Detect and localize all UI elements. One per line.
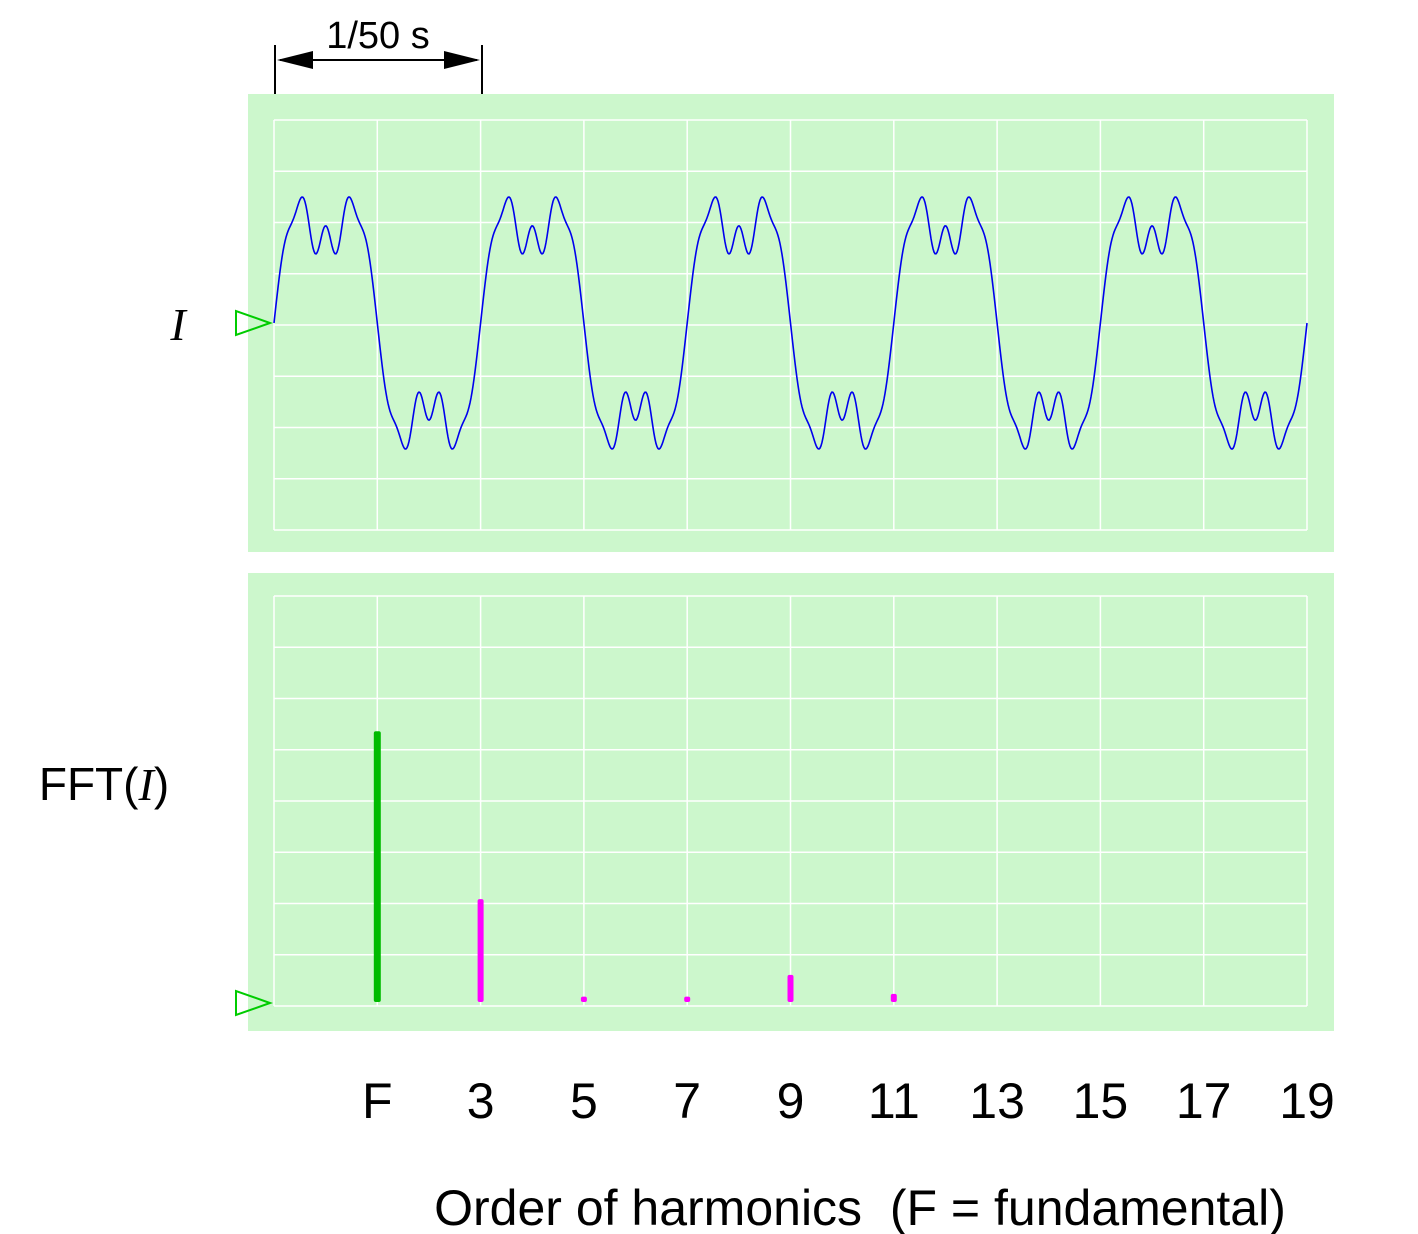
spectrum-bar-9 [787,974,794,1002]
waveform-zero-marker-icon [235,309,274,337]
spectrum-bar-11 [890,993,897,1002]
waveform-panel: I [169,94,1334,552]
spectrum-bar-7 [684,996,691,1002]
x-tick-labels: F 3 5 7 9 11 13 15 17 19 [362,1073,1335,1129]
waveform-y-label: I [169,299,188,350]
x-tick-label-9: 9 [777,1073,805,1129]
x-tick-label-19: 19 [1279,1073,1335,1129]
x-tick-label-13: 13 [969,1073,1025,1129]
time-scale-label: 1/50 s [326,15,430,57]
waveform-line [273,195,1308,451]
x-axis-title: Order of harmonics (F = fundamental) [434,1180,1286,1234]
spectrum-y-label: FFT(I) [39,758,169,810]
x-tick-label-7: 7 [673,1073,701,1129]
arrow-left-icon [277,51,313,69]
x-tick-label-5: 5 [570,1073,598,1129]
spectrum-bars [373,731,897,1002]
x-tick-label-3: 3 [467,1073,495,1129]
x-tick-label-15: 15 [1073,1073,1129,1129]
x-tick-label-17: 17 [1176,1073,1232,1129]
spectrum-bar-F [373,731,381,1002]
time-scale-annotation: 1/50 s [274,15,483,110]
spectrum-bar-5 [580,996,587,1002]
x-tick-label-F: F [362,1073,393,1129]
arrow-right-icon [444,51,480,69]
spectrum-y-label-var: I [137,759,156,810]
spectrum-bar-3 [477,899,484,1002]
spectrum-panel: FFT(I) [39,573,1334,1031]
spectrum-y-label-suffix: ) [154,758,169,810]
spectrum-y-label-prefix: FFT( [39,758,139,810]
x-tick-label-11: 11 [868,1073,920,1129]
spectrum-zero-marker-icon [235,989,274,1017]
